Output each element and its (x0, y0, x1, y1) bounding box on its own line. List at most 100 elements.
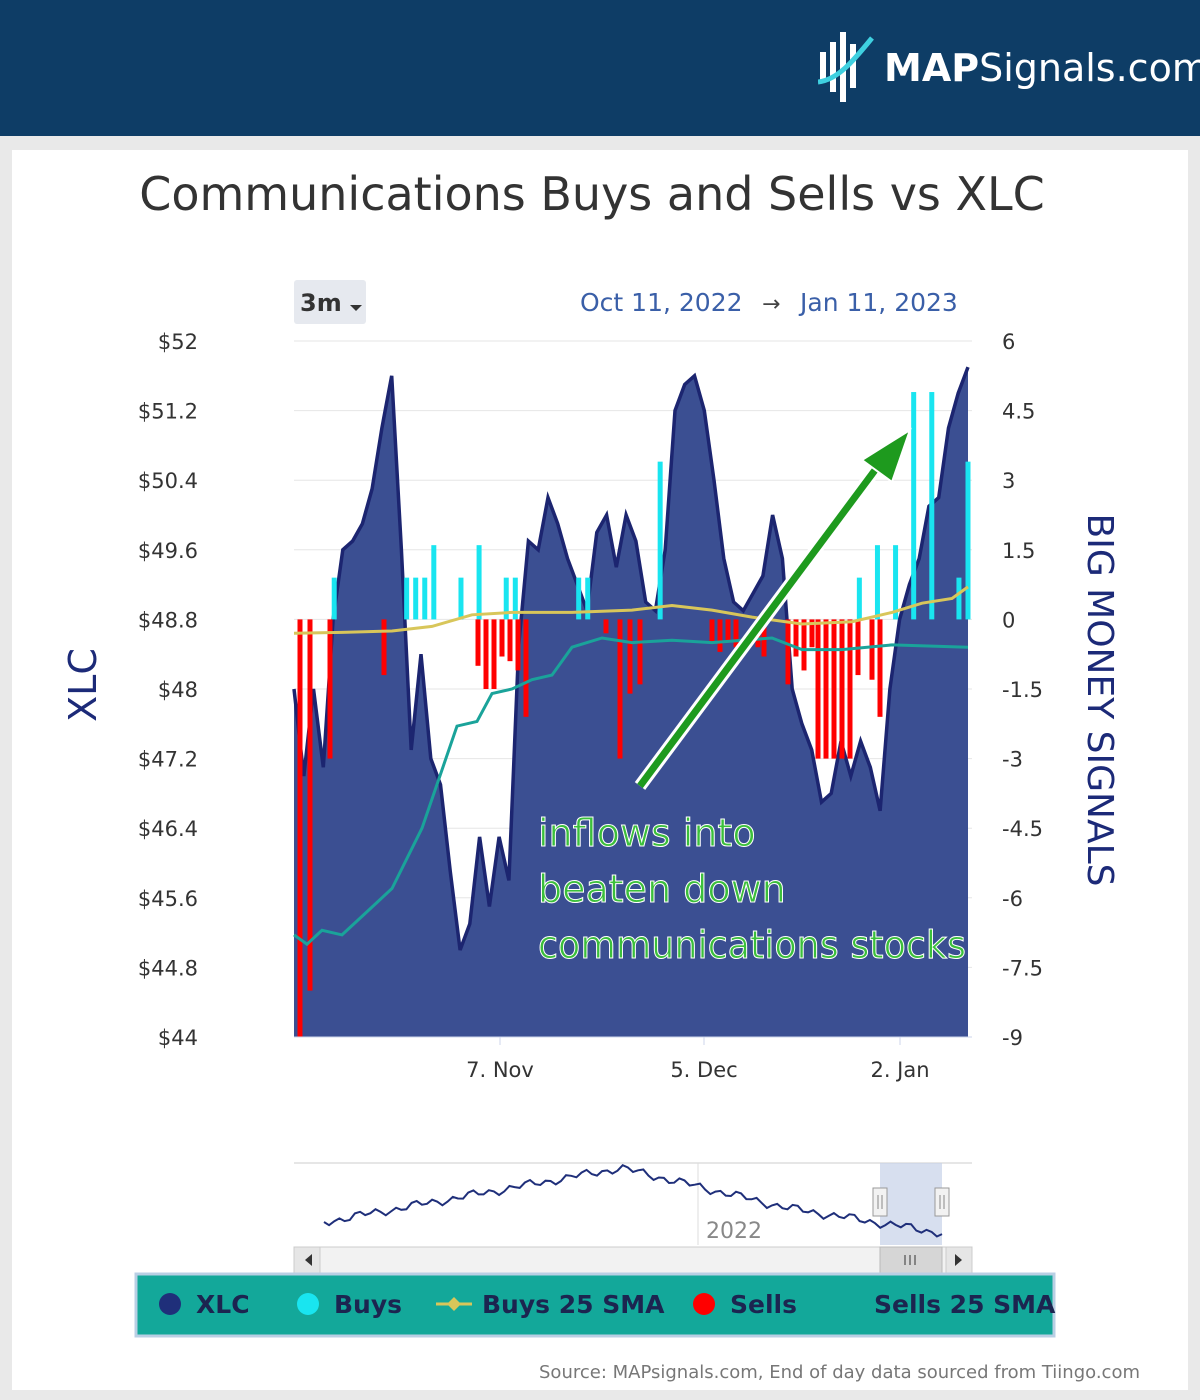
date-arrow: → (762, 292, 780, 317)
left-tick-label: $51.2 (138, 400, 198, 424)
right-tick-label: -3 (1002, 748, 1023, 772)
annotation-line-2: beaten down (538, 867, 786, 911)
sell-bar (507, 619, 513, 662)
right-tick-label: 0 (1002, 608, 1015, 632)
right-tick-label: -6 (1002, 887, 1023, 911)
sell-bar (627, 619, 633, 694)
buys-legend-icon (297, 1293, 319, 1315)
arrow-right-icon (955, 1254, 962, 1266)
sell-bar (297, 619, 303, 1037)
left-tick-label: $52 (158, 330, 198, 354)
navigator-year-label: 2022 (706, 1219, 762, 1244)
buy-bar (576, 577, 582, 620)
left-tick-label: $48.8 (138, 608, 198, 632)
chart-title: Communications Buys and Sells vs XLC (139, 167, 1045, 221)
sell-bar (515, 619, 521, 671)
right-tick-label: 1.5 (1002, 539, 1035, 563)
range-button-label: 3m (300, 289, 342, 317)
legend: XLC Buys Buys 25 SMA Sells Sells 25 SMA (134, 1272, 1056, 1338)
plot-area (292, 366, 972, 1038)
buy-bar (874, 545, 880, 620)
annotation: inflows into beaten down communications … (538, 811, 967, 968)
scrollbar-thumb[interactable] (879, 1246, 943, 1274)
chevron-down-icon (350, 305, 362, 311)
sell-bar (523, 619, 529, 717)
x-tick-label: 5. Dec (670, 1058, 737, 1082)
sell-bar (307, 619, 313, 991)
buy-bar (476, 545, 482, 620)
buy-bar (911, 392, 917, 620)
x-axis-ticks: 7. Nov 5. Dec 2. Jan (466, 1037, 930, 1082)
source-note: Source: MAPsignals.com, End of day data … (539, 1362, 1140, 1383)
left-tick-label: $44 (158, 1026, 198, 1050)
sell-bar (499, 619, 505, 657)
legend-item-buys-sma[interactable]: Buys 25 SMA (436, 1290, 665, 1319)
range-button[interactable] (294, 280, 366, 324)
sell-bar (617, 619, 623, 759)
buy-bar (856, 577, 862, 620)
sell-bar (847, 619, 853, 759)
date-to[interactable]: Jan 11, 2023 (798, 288, 958, 317)
left-tick-label: $48 (158, 678, 198, 702)
arrow-left-icon (305, 1254, 312, 1266)
date-from[interactable]: Oct 11, 2022 (580, 288, 743, 317)
left-axis-label: XLC (61, 648, 105, 722)
navigator-left-handle[interactable] (872, 1187, 888, 1217)
brand-name: MAPSignals.com (884, 46, 1200, 90)
right-tick-label: 4.5 (1002, 400, 1035, 424)
legend-item-buys[interactable]: Buys (297, 1290, 402, 1319)
x-tick-label: 2. Jan (870, 1058, 929, 1082)
left-tick-label: $47.2 (138, 748, 198, 772)
x-tick-label: 7. Nov (466, 1058, 534, 1082)
xlc-area (294, 367, 968, 1038)
mapsignals-logo-icon (818, 32, 874, 102)
navigator-series (323, 1163, 943, 1238)
right-tick-label: -7.5 (1002, 956, 1043, 980)
sell-bar (801, 619, 807, 671)
sell-bar (869, 619, 875, 680)
brand-logo[interactable]: MAPSignals.com (818, 30, 1200, 106)
sell-bar (725, 619, 731, 643)
buy-bar (512, 577, 518, 620)
buy-bar (893, 545, 899, 620)
sell-bar (793, 619, 799, 657)
right-tick-label: -9 (1002, 1026, 1023, 1050)
left-tick-label: $46.4 (138, 817, 198, 841)
trend-arrow (634, 427, 912, 790)
left-tick-label: $44.8 (138, 956, 198, 980)
navigator-scrollbar-track[interactable] (293, 1246, 973, 1274)
legend-item-sells-sma[interactable]: Sells 25 SMA (874, 1290, 1056, 1319)
right-tick-label: -1.5 (1002, 678, 1043, 702)
sell-bar (327, 619, 333, 759)
left-axis-ticks: $52 $51.2 $50.4 $49.6 $48.8 $48 $47.2 $46.4 $45.… (138, 330, 198, 1050)
left-tick-label: $49.6 (138, 539, 198, 563)
left-tick-label: $45.6 (138, 887, 198, 911)
buy-bar (431, 545, 437, 620)
sell-bar (483, 619, 489, 689)
buys-sma-line (293, 585, 969, 635)
legend-item-xlc[interactable]: XLC (159, 1290, 250, 1319)
sells-sma-line (293, 636, 969, 947)
navigator-right-handle[interactable] (934, 1187, 950, 1217)
buy-bar (956, 577, 962, 620)
sell-bar (809, 619, 815, 648)
sell-bar (491, 619, 497, 689)
right-tick-label: 3 (1002, 469, 1015, 493)
buy-bar (422, 577, 428, 620)
right-axis-label: BIG MONEY SIGNALS (1079, 514, 1120, 887)
sell-bar (733, 619, 739, 648)
sell-bar (823, 619, 829, 759)
xlc-legend-icon (159, 1293, 181, 1315)
legend-box (134, 1272, 1056, 1338)
legend-label-xlc: XLC (196, 1290, 250, 1319)
buy-bar (585, 577, 591, 620)
buy-bar (503, 577, 509, 620)
sell-bar (637, 619, 643, 685)
navigator[interactable]: 2022 (293, 1162, 973, 1274)
legend-item-sells[interactable]: Sells (693, 1290, 797, 1319)
chart-svg: Communications Buys and Sells vs XLC 3m … (61, 167, 1140, 1383)
legend-label-sells: Sells (730, 1290, 797, 1319)
sell-bar (717, 619, 723, 652)
buy-bar (929, 392, 935, 620)
sell-bar (785, 619, 791, 685)
